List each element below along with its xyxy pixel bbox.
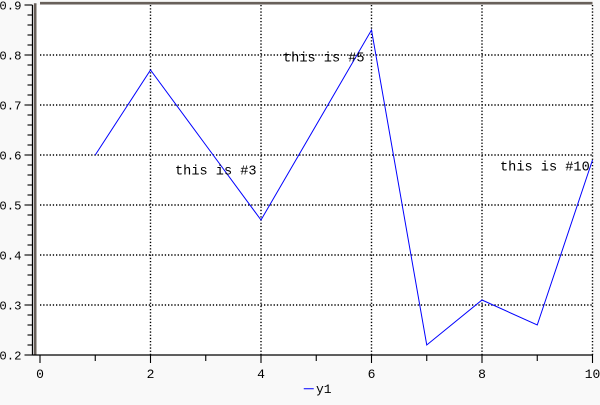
svg-text:0.4: 0.4 <box>0 250 22 264</box>
svg-text:y1: y1 <box>316 382 332 397</box>
svg-text:0.2: 0.2 <box>0 350 22 364</box>
svg-text:this is #5: this is #5 <box>283 52 365 67</box>
svg-text:0.3: 0.3 <box>0 300 22 314</box>
svg-text:0.7: 0.7 <box>0 100 22 114</box>
svg-text:0.8: 0.8 <box>0 50 22 64</box>
svg-text:0.9: 0.9 <box>0 0 22 14</box>
svg-text:10: 10 <box>585 367 600 382</box>
svg-text:0: 0 <box>36 367 44 382</box>
svg-text:this is #3: this is #3 <box>175 165 257 180</box>
svg-text:6: 6 <box>368 367 376 382</box>
svg-text:0.6: 0.6 <box>0 150 22 164</box>
svg-text:8: 8 <box>478 367 486 382</box>
svg-text:2: 2 <box>147 367 155 382</box>
svg-text:this is #10: this is #10 <box>500 161 590 176</box>
svg-text:4: 4 <box>257 367 265 382</box>
svg-text:0.5: 0.5 <box>0 200 22 214</box>
